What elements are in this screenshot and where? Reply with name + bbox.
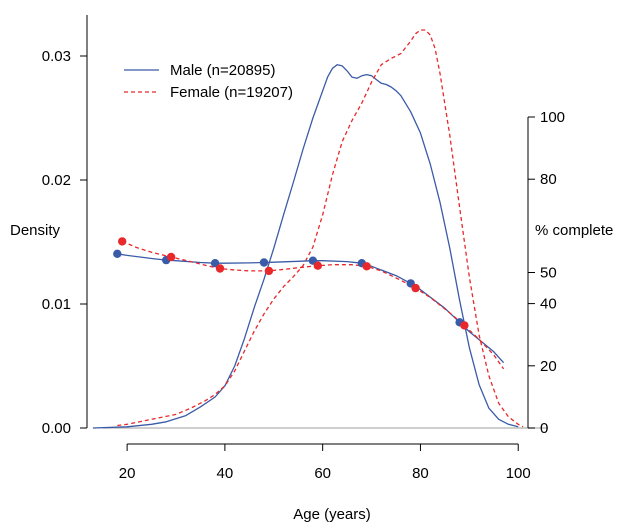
y2-tick-label: 40 [540,296,557,313]
data-point-female-complete [215,264,225,273]
x-tick-label: 60 [314,465,331,482]
data-point-female-complete [264,266,274,276]
data-point-female-complete [411,283,420,293]
y-tick-label: 0.02 [42,172,71,189]
series-layer [92,29,524,429]
series-line-male-complete [117,253,505,364]
legend: Male (n=20895) Female (n=19207) [124,62,293,101]
y2-tick-label: 80 [540,171,557,188]
y-axis-title: Density [10,222,61,239]
y2-tick-label: 100 [540,109,565,126]
data-point-male-complete [259,258,269,267]
x-tick-label: 80 [412,465,429,482]
series-line-male-n-20895 [92,64,519,429]
y2-axis-title: % complete [535,222,613,239]
x-tick-label: 40 [217,465,234,482]
y-tick-label: 0.01 [42,296,71,313]
y2-tick-label: 20 [540,358,557,375]
legend-label-male-n-20895: Male (n=20895) [170,62,275,79]
y-tick-label: 0.03 [42,48,71,65]
points-layer [113,237,469,330]
y-tick-label: 0.00 [42,420,71,437]
x-tick-label: 20 [119,465,136,482]
series-line-female-n-19207 [117,29,524,428]
data-point-female-complete [460,321,469,330]
x-tick-label: 100 [506,465,531,482]
data-point-female-complete [166,252,176,262]
x-axis-title: Age (years) [293,506,371,523]
legend-label-female-n-19207: Female (n=19207) [170,84,293,101]
data-point-female-complete [118,237,127,246]
data-point-female-complete [362,262,371,271]
y2-tick-label: 50 [540,265,557,282]
data-point-male-complete [113,249,122,258]
data-point-male-complete [210,259,220,268]
y2-tick-label: 0 [540,420,548,437]
axes: 0.00 0.01 0.02 0.03 0 20 40 50 80 100 20 40 60 80 100 A… [10,15,613,523]
data-point-female-complete [313,261,322,270]
